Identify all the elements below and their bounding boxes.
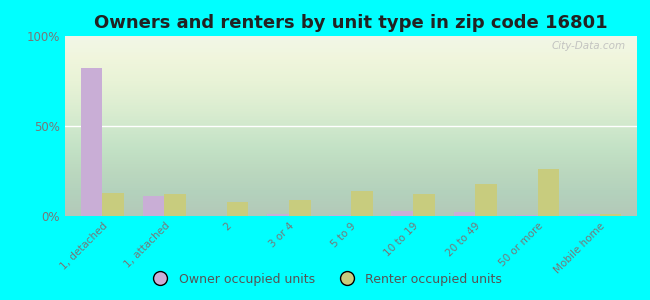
Bar xyxy=(227,202,248,216)
Bar xyxy=(475,184,497,216)
Bar xyxy=(600,214,621,216)
Text: City-Data.com: City-Data.com xyxy=(551,41,625,51)
Bar xyxy=(578,214,600,216)
Bar xyxy=(391,211,413,216)
Bar xyxy=(515,215,538,216)
Bar xyxy=(81,68,102,216)
Bar xyxy=(454,212,475,216)
Bar xyxy=(413,194,435,216)
Bar xyxy=(143,196,164,216)
Bar xyxy=(164,194,187,216)
Legend: Owner occupied units, Renter occupied units: Owner occupied units, Renter occupied un… xyxy=(143,268,507,291)
Bar xyxy=(102,193,124,216)
Bar xyxy=(330,215,351,216)
Bar xyxy=(538,169,559,216)
Bar xyxy=(351,191,372,216)
Bar xyxy=(289,200,311,216)
Title: Owners and renters by unit type in zip code 16801: Owners and renters by unit type in zip c… xyxy=(94,14,608,32)
Bar xyxy=(267,214,289,216)
